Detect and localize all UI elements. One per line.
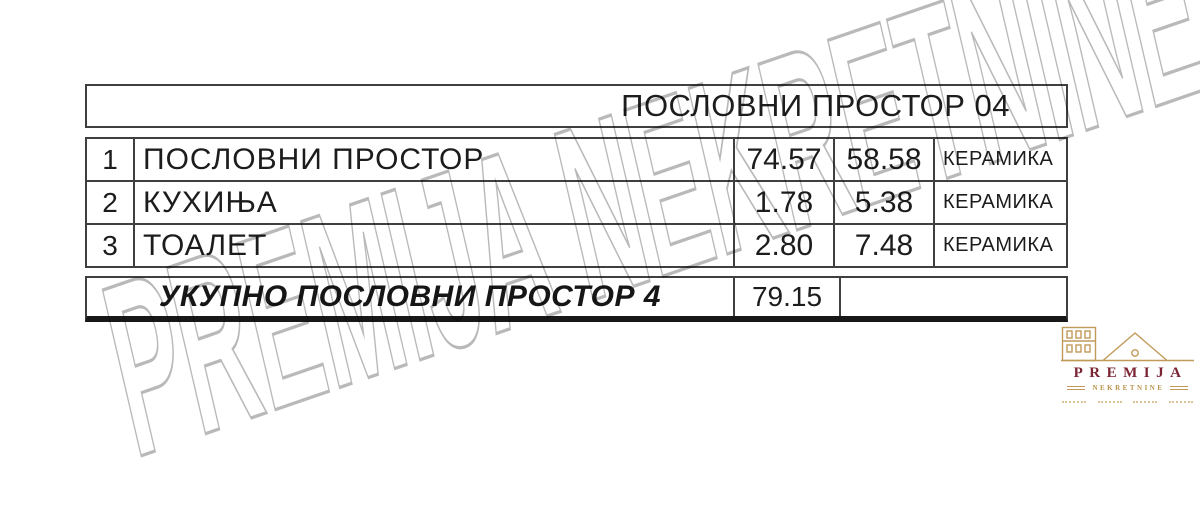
fineprint-segment — [1133, 401, 1158, 403]
table-body: 1 ПОСЛОВНИ ПРОСТОР 74.57 58.58 КЕРАМИКА … — [85, 137, 1068, 268]
logo-subtitle-text: NEKRETNINE — [1092, 384, 1165, 392]
premija-logo: PREMIJA NEKRETNINE — [1059, 320, 1196, 403]
logo-brand-text: PREMIJA — [1073, 365, 1188, 381]
table-row: 3 ТОАЛЕТ 2.80 7.48 КЕРАМИКА — [87, 223, 1066, 266]
table-header-row: ПОСЛОВНИ ПРОСТОР 04 — [85, 84, 1068, 128]
fineprint-segment — [1097, 401, 1122, 403]
row-number: 2 — [87, 182, 135, 223]
area-value: 2.80 — [733, 225, 833, 266]
secondary-value: 7.48 — [833, 225, 933, 266]
table-total-row: УКУПНО ПОСЛОВНИ ПРОСТОР 4 79.15 — [85, 276, 1068, 322]
table-title: ПОСЛОВНИ ПРОСТОР 04 — [621, 88, 1010, 123]
room-name: ТОАЛЕТ — [143, 228, 268, 262]
secondary-value: 5.38 — [833, 182, 933, 223]
total-empty-cell — [841, 278, 1066, 316]
row-number: 3 — [87, 225, 135, 266]
room-name: КУХИЊА — [143, 185, 278, 219]
building-roof-icon — [1061, 326, 1194, 362]
total-label: УКУПНО ПОСЛОВНИ ПРОСТОР 4 — [159, 280, 661, 313]
table-row: 1 ПОСЛОВНИ ПРОСТОР 74.57 58.58 КЕРАМИКА — [87, 139, 1066, 180]
room-area-table: ПОСЛОВНИ ПРОСТОР 04 1 ПОСЛОВНИ ПРОСТОР 7… — [85, 84, 1068, 322]
table-row: 2 КУХИЊА 1.78 5.38 КЕРАМИКА — [87, 180, 1066, 223]
row-number: 1 — [87, 139, 135, 180]
total-area-value: 79.15 — [733, 278, 841, 316]
fineprint-segment — [1062, 401, 1086, 403]
logo-dash-right — [1169, 386, 1188, 390]
logo-subtitle-row: NEKRETNINE — [1059, 384, 1196, 392]
room-name: ПОСЛОВНИ ПРОСТОР — [143, 142, 485, 176]
floor-material: КЕРАМИКА — [933, 139, 1066, 180]
logo-fineprint-marks — [1059, 401, 1196, 403]
secondary-value: 58.58 — [833, 139, 933, 180]
floor-material: КЕРАМИКА — [933, 225, 1066, 266]
area-value: 74.57 — [733, 139, 833, 180]
floor-material: КЕРАМИКА — [933, 182, 1066, 223]
fineprint-segment — [1168, 401, 1193, 403]
area-value: 1.78 — [733, 182, 833, 223]
logo-dash-left — [1067, 386, 1086, 390]
